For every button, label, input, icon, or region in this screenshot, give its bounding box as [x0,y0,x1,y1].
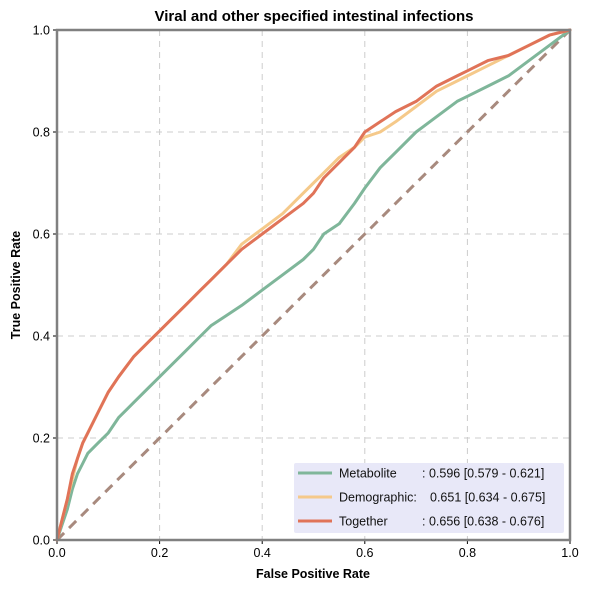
series-line-metabolite [55,28,572,542]
x-tick-label: 0.6 [356,546,373,560]
legend-value-together: : 0.656 [0.638 - 0.676] [422,515,544,529]
legend-label-demographic: Demographic: [339,491,417,505]
plot-frame [55,28,572,542]
series-line-together [55,28,572,542]
axis-ticks: 0.0 0.2 0.4 0.6 0.8 1.0 0.0 0.2 0.4 0.6 0.8 1.0 [33,24,579,561]
x-tick-label: 0.2 [151,546,168,560]
legend-label-metabolite: Metabolite [339,467,397,481]
x-axis-label: False Positive Rate [256,567,370,581]
series-group [55,28,572,542]
x-tick-label: 0.0 [48,546,65,560]
legend-value-demographic: 0.651 [0.634 - 0.675] [430,491,545,505]
chance-line [55,28,572,542]
y-tick-label: 0.2 [33,432,50,446]
chance-line-group [55,28,572,542]
legend-background [294,463,564,533]
legend: Metabolite : 0.596 [0.579 - 0.621] Demogra… [294,463,564,533]
y-tick-label: 1.0 [33,24,50,38]
y-tick-label: 0.4 [33,330,50,344]
x-tick-label: 0.8 [459,546,476,560]
y-tick-label: 0.0 [33,534,50,548]
y-axis-label: True Positive Rate [9,231,23,339]
grid-lines [57,30,570,540]
y-tick-label: 0.8 [33,126,50,140]
chart-title: Viral and other specified intestinal inf… [155,8,474,25]
x-tick-label: 1.0 [561,546,578,560]
y-tick-label: 0.6 [33,228,50,242]
legend-value-metabolite: : 0.596 [0.579 - 0.621] [422,467,544,481]
x-tick-label: 0.4 [254,546,271,560]
legend-label-together: Together [339,515,388,529]
